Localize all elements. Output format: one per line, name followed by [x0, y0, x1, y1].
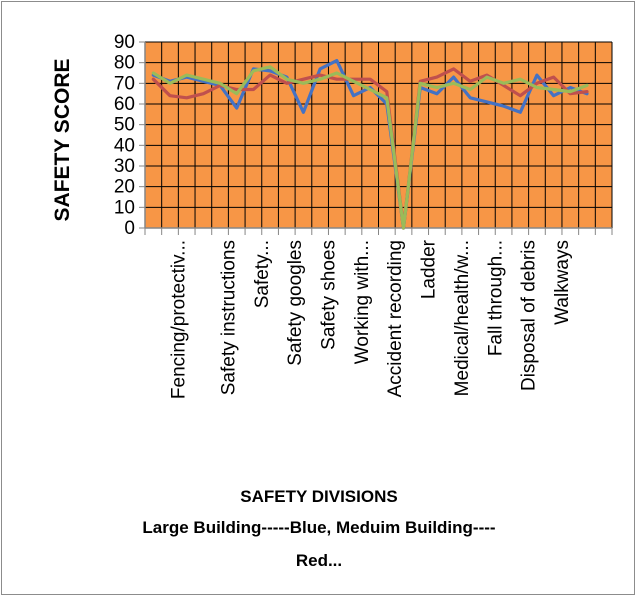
y-tick-label-50: 50: [114, 115, 135, 136]
x-axis-ticks: Fencing/protectiv... Safety instructions S…: [144, 228, 613, 399]
series-line-0: [151, 58, 589, 230]
x-tick-label: Safety instructions: [218, 240, 239, 395]
y-tick-label-10: 10: [114, 197, 135, 218]
x-axis-label: SAFETY DIVISIONS: [240, 487, 397, 506]
x-tick-label: Medical/health/w...: [452, 240, 473, 396]
y-tick-label-90: 90: [114, 32, 135, 53]
gridlines: [144, 41, 613, 229]
y-tick-label-0: 0: [124, 218, 135, 239]
caption-line-2: Red...: [296, 551, 342, 570]
x-tick-label: Fall through...: [485, 240, 506, 356]
series-line-2: [151, 65, 589, 230]
y-tick-label-40: 40: [114, 135, 135, 156]
y-tick-label-20: 20: [114, 177, 135, 198]
x-tick-label: Working with...: [352, 240, 373, 364]
y-tick-label-70: 70: [114, 73, 135, 94]
x-tick-label: Accident recording: [385, 240, 406, 397]
x-tick-label: Ladder: [419, 239, 440, 299]
caption-line-1: Large Building-----Blue, Meduim Building…: [142, 518, 495, 537]
y-tick-label-30: 30: [114, 156, 135, 177]
x-tick-label: Safety shoes: [318, 240, 339, 350]
y-tick-label-80: 80: [114, 53, 135, 74]
x-tick-label: Fencing/protectiv...: [168, 240, 189, 399]
x-tick-label: Disposal of debris: [519, 240, 540, 391]
x-tick-label: Safety...: [252, 240, 273, 308]
x-tick-label: Safety googles: [285, 240, 306, 366]
y-axis-label: SAFETY SCORE: [51, 59, 74, 222]
x-tick-label: Walkways: [552, 240, 573, 325]
series-lines: [151, 58, 589, 230]
y-tick-label-60: 60: [114, 94, 135, 115]
